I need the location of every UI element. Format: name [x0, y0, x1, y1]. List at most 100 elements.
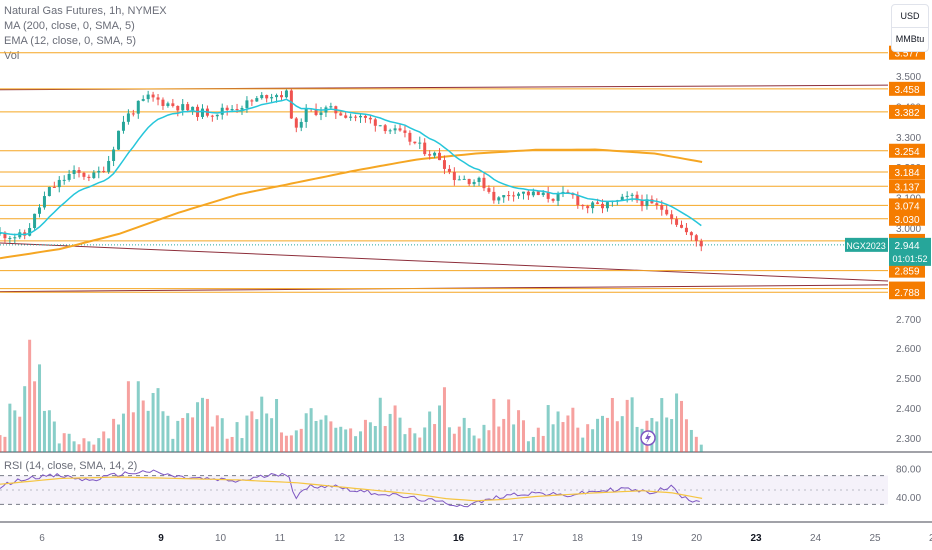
volume-bar	[186, 413, 190, 452]
ema12-line	[0, 98, 702, 236]
candle	[329, 102, 333, 110]
unit-box[interactable]: USD MMBtu	[891, 4, 929, 52]
volume-bar	[77, 444, 81, 452]
candle	[507, 190, 511, 201]
candle-body	[82, 172, 86, 177]
time-tick-label: 9	[158, 533, 164, 544]
volume-bar	[284, 435, 288, 452]
candle-body	[349, 116, 353, 118]
candle	[126, 109, 130, 125]
candle	[186, 101, 190, 113]
level-badge-9	[889, 263, 925, 278]
volume-bar	[378, 397, 382, 452]
candle-body	[383, 125, 387, 132]
candle	[645, 194, 649, 210]
candle-body	[660, 205, 664, 210]
candle	[141, 95, 145, 102]
volume-bar	[8, 403, 12, 452]
candle	[684, 223, 688, 235]
candle	[62, 175, 66, 185]
volume-bar	[28, 339, 32, 452]
volume-bar	[670, 419, 674, 452]
candle	[0, 227, 2, 236]
candle-body	[121, 121, 125, 131]
candle-body	[423, 142, 427, 155]
candle-body	[541, 192, 545, 196]
volume-bar	[225, 438, 229, 452]
volume-bar	[675, 393, 679, 452]
candle-body	[665, 209, 669, 215]
candle-body	[507, 195, 511, 197]
volume-bar	[334, 427, 338, 452]
candle	[176, 105, 180, 117]
candle-body	[556, 193, 560, 201]
candle-body	[670, 214, 674, 220]
candle	[245, 96, 249, 113]
candle	[482, 173, 486, 192]
legend-ema[interactable]: EMA (12, close, 0, SMA, 5)	[4, 35, 137, 47]
volume-bar	[413, 433, 417, 452]
candle-body	[600, 203, 604, 209]
candle	[339, 111, 343, 116]
candle	[171, 98, 175, 108]
candle	[334, 105, 338, 119]
candle-body	[551, 198, 555, 201]
lightning-icon-bolt	[645, 432, 651, 444]
candle-body	[413, 141, 417, 144]
candle	[655, 198, 659, 210]
candle-body	[304, 108, 308, 122]
candle	[561, 186, 565, 198]
volume-bar	[151, 392, 155, 452]
candle	[576, 191, 580, 209]
candle-body	[112, 149, 116, 161]
volume-bar	[141, 400, 145, 452]
ma200-line	[0, 148, 703, 260]
candle-body	[680, 224, 684, 228]
candle-body	[3, 232, 7, 239]
candle-body	[344, 115, 348, 118]
candle	[502, 195, 506, 203]
candle-body	[294, 118, 298, 128]
unit-label[interactable]: MMBtu	[892, 27, 928, 50]
volume-bar	[112, 418, 116, 452]
volume-bar	[531, 436, 535, 452]
volume-bar	[625, 399, 629, 452]
candle-body	[235, 108, 239, 110]
candle	[418, 136, 422, 149]
volume-bar	[191, 417, 195, 452]
candle	[457, 175, 461, 181]
legend-ma[interactable]: MA (200, close, 0, SMA, 5)	[4, 20, 135, 32]
volume-bar	[339, 426, 343, 452]
time-tick-label: 26	[929, 533, 932, 544]
volume-bar	[220, 418, 224, 452]
candle-body	[265, 95, 269, 99]
candle	[294, 117, 298, 133]
candle	[398, 124, 402, 132]
rsi-legend[interactable]: RSI (14, close, SMA, 14, 2)	[4, 460, 138, 472]
currency-label[interactable]: USD	[900, 11, 920, 21]
candle	[255, 96, 259, 102]
level-badge-1	[889, 81, 925, 96]
price-tick-label: 2.600	[896, 344, 921, 355]
volume-bar	[699, 444, 703, 452]
level-badge-3	[889, 143, 925, 158]
volume-bar	[235, 422, 239, 452]
candle	[299, 118, 303, 132]
candle-body	[591, 202, 595, 209]
candle-body	[260, 95, 264, 99]
candle-body	[418, 142, 422, 144]
candle	[467, 178, 471, 187]
volume-bar	[52, 421, 56, 452]
volume-bar	[497, 426, 501, 452]
current-price-badge	[889, 237, 931, 266]
candle	[354, 114, 358, 122]
volume-bar	[82, 438, 86, 452]
volume-bar	[354, 436, 358, 452]
candle	[472, 179, 476, 187]
legend-title[interactable]: Natural Gas Futures, 1h, NYMEX	[4, 5, 167, 17]
candle-body	[314, 109, 318, 115]
candle-body	[245, 100, 249, 108]
volume-bar	[349, 428, 353, 452]
level-badge-label-9: 2.859	[894, 267, 919, 278]
